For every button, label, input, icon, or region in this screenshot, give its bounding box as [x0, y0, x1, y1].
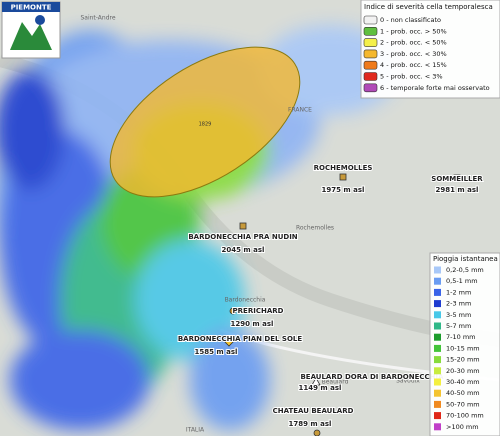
station-marker — [339, 173, 347, 181]
station-altitude: 1585 m asl — [195, 348, 238, 356]
station-altitude: 1789 m asl — [289, 420, 332, 428]
station-name: SOMMEILLER — [431, 175, 483, 183]
legend-label: 30-40 mm — [446, 378, 480, 386]
map-label: Beaulard — [322, 379, 349, 386]
severity-legend: Indice di severità cella temporalesca 0 … — [360, 0, 500, 99]
legend-title: Pioggia istantanea — [433, 255, 498, 263]
legend-label: 40-50 mm — [446, 389, 480, 397]
station-marker — [239, 222, 247, 230]
station-altitude: 2045 m asl — [222, 246, 265, 254]
station-name: BEAULARD DORA DI BARDONECCHIA — [300, 373, 444, 381]
logo: PIEMONTE — [1, 1, 61, 59]
legend-swatch — [363, 38, 378, 47]
legend-swatch — [363, 83, 378, 93]
station-marker — [453, 174, 461, 182]
legend-label: 2-3 mm — [446, 300, 471, 308]
legend-swatch — [363, 15, 378, 25]
legend-swatch — [363, 26, 378, 36]
station-altitude: 2981 m asl — [436, 186, 479, 194]
legend-swatch — [434, 400, 441, 408]
legend-swatch — [363, 72, 378, 81]
station-altitude: 1975 m asl — [322, 186, 365, 194]
legend-swatch — [434, 277, 441, 285]
station-name: BARDONECCHIA PIAN DEL SOLE — [178, 335, 303, 343]
station-altitude: 1149 m asl — [299, 384, 342, 392]
legend-label: 0,2-0,5 mm — [446, 266, 484, 274]
station-marker — [311, 377, 321, 386]
station-name: BARDONECCHIA PRA NUDIN — [188, 233, 297, 241]
station-name: ROCHEMOLLES — [314, 164, 373, 172]
legend-swatch — [434, 367, 441, 375]
legend-swatch — [434, 288, 441, 296]
legend-label: 0,5-1 mm — [446, 277, 478, 285]
map-label: Saint-Andre — [80, 15, 115, 22]
legend-label: 20-30 mm — [446, 367, 480, 375]
station-name: CHATEAU BEAULARD — [273, 407, 354, 415]
logo-text: PIEMONTE — [11, 4, 52, 12]
rain-legend: Pioggia istantanea 0,2-0,5 mm 0,5-1 mm 1-2… — [429, 252, 500, 437]
legend-swatch — [434, 423, 441, 431]
legend-label: 10-15 mm — [446, 344, 480, 352]
legend-swatch — [434, 266, 441, 274]
legend-swatch — [434, 344, 441, 352]
legend-swatch — [363, 60, 378, 70]
cell-id: 1829 — [199, 122, 212, 128]
map-label: Bardonecchia — [225, 297, 266, 304]
map-label: Savoulx — [396, 378, 420, 385]
stations: ROCHEMOLLES 1975 m asl SOMMEILLER 2981 m as… — [177, 163, 484, 437]
legend-swatch — [434, 333, 441, 341]
legend-swatch — [434, 322, 441, 330]
legend-swatch — [434, 300, 441, 308]
legend-label: 70-100 mm — [446, 412, 484, 420]
map-label: ITALIA — [186, 427, 205, 434]
legend-label: 7-10 mm — [446, 333, 475, 341]
legend-label: 2 - prob. occ. < 50% — [380, 39, 447, 47]
legend-label: 0 - non classificato — [380, 16, 441, 24]
legend-swatch — [434, 412, 441, 420]
station-altitude: 1290 m asl — [231, 320, 274, 328]
station-marker — [313, 429, 321, 437]
legend-swatch — [434, 378, 441, 386]
legend-label: 5 - prob. occ. < 3% — [380, 73, 443, 81]
legend-label: 1-2 mm — [446, 288, 471, 296]
legend-label: 4 - prob. occ. < 15% — [380, 61, 447, 69]
legend-title: Indice di severità cella temporalesca — [364, 3, 493, 11]
legend-label: 50-70 mm — [446, 400, 480, 408]
legend-label: 1 - prob. occ. > 50% — [380, 27, 447, 35]
legend-label: 3-5 mm — [446, 311, 471, 319]
legend-swatch — [434, 311, 441, 319]
legend-swatch — [434, 389, 441, 397]
map-label: Rochemolles — [296, 225, 334, 232]
legend-label: 5-7 mm — [446, 322, 471, 330]
legend-label: >100 mm — [446, 423, 479, 431]
station-marker — [224, 337, 234, 347]
legend-label: 3 - prob. occ. < 30% — [380, 50, 447, 58]
legend-swatch — [434, 356, 441, 364]
station-marker — [229, 307, 237, 315]
legend-label: 6 - temporale forte mai osservato — [380, 84, 490, 92]
station-name: PRERICHARD — [233, 307, 284, 315]
legend-swatch — [363, 49, 378, 59]
map-label: FRANCE — [288, 107, 312, 114]
legend-label: 15-20 mm — [446, 356, 480, 364]
storm-cell — [109, 46, 301, 198]
